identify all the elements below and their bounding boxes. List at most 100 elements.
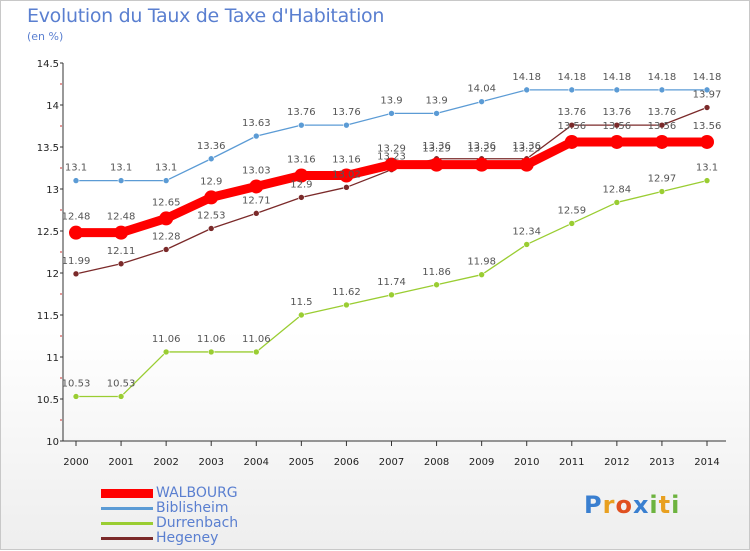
- data-label: 11.99: [62, 256, 91, 267]
- data-label: 11.98: [467, 257, 496, 268]
- x-tick-label: 2011: [559, 457, 584, 468]
- legend-label: WALBOURG: [156, 485, 238, 501]
- axes: [62, 63, 726, 442]
- data-label: 14.18: [693, 72, 722, 83]
- data-label: 11.5: [290, 297, 312, 308]
- data-label: 13.76: [648, 107, 677, 118]
- data-label: 11.74: [377, 277, 406, 288]
- data-point: [568, 121, 576, 129]
- data-point: [613, 199, 621, 206]
- data-point: [117, 393, 125, 400]
- y-tick-label: 13: [46, 185, 59, 196]
- data-point: [523, 86, 531, 94]
- y-tick-label: 14: [46, 101, 59, 112]
- data-label: 12.59: [557, 205, 586, 216]
- legend-swatch-hegeney: [101, 537, 153, 540]
- x-tick-label: 2003: [198, 457, 223, 468]
- data-point: [654, 134, 669, 149]
- data-point: [298, 121, 305, 129]
- data-label: 13.56: [693, 121, 722, 132]
- data-point: [478, 271, 485, 278]
- y-tick-label: 11.5: [37, 311, 59, 322]
- data-point: [343, 184, 350, 191]
- data-point: [613, 86, 621, 94]
- data-label: 13.29: [512, 144, 541, 155]
- data-label: 13.29: [467, 144, 496, 155]
- proxiti-logo: Proxiti: [584, 491, 681, 519]
- data-label: 13.1: [110, 163, 132, 174]
- data-label: 13.76: [557, 107, 586, 118]
- data-label: 14.04: [467, 84, 496, 95]
- y-tick-label: 11: [46, 353, 59, 364]
- data-label: 13.29: [377, 144, 406, 155]
- x-tick-label: 2006: [334, 457, 359, 468]
- data-label: 13.02: [332, 169, 361, 180]
- data-point: [117, 177, 125, 184]
- data-label: 13.97: [693, 90, 722, 101]
- data-label: 13.36: [422, 141, 451, 152]
- data-point: [298, 311, 305, 319]
- data-label: 13.03: [242, 165, 271, 176]
- data-label: 13.23: [377, 152, 406, 163]
- x-tick-label: 2002: [153, 457, 178, 468]
- data-label: 12.11: [107, 246, 136, 257]
- data-point: [523, 241, 531, 248]
- data-label: 13.63: [242, 118, 271, 129]
- data-point: [433, 281, 440, 289]
- data-point: [252, 348, 260, 356]
- data-label: 14.18: [557, 72, 586, 83]
- data-label: 13.9: [380, 95, 402, 106]
- series-points: [69, 86, 714, 400]
- data-label: 11.06: [242, 334, 271, 345]
- data-label: 13.9: [425, 95, 447, 106]
- data-point: [429, 157, 444, 172]
- y-tick-label: 12: [46, 269, 59, 280]
- data-point: [72, 393, 80, 400]
- data-point: [114, 225, 129, 240]
- data-label: 14.18: [512, 72, 541, 83]
- data-point: [339, 168, 354, 183]
- data-point: [343, 121, 350, 129]
- data-label: 12.34: [512, 226, 541, 237]
- data-point: [343, 301, 350, 309]
- data-label: 12.48: [107, 212, 136, 223]
- data-label: 13.16: [287, 155, 316, 166]
- data-label: 13.36: [467, 141, 496, 152]
- data-point: [162, 348, 170, 356]
- data-point: [207, 155, 215, 163]
- data-label: 13.76: [287, 107, 316, 118]
- data-label: 12.97: [648, 174, 677, 185]
- data-label: 14.18: [648, 72, 677, 83]
- x-tick-label: 2013: [649, 457, 674, 468]
- data-label: 13.36: [512, 141, 541, 152]
- data-point: [162, 246, 170, 253]
- x-tick-label: 2014: [694, 457, 719, 468]
- data-point: [384, 157, 399, 172]
- data-point: [207, 348, 215, 356]
- data-label: 12.71: [242, 195, 271, 206]
- y-tick-label: 10: [46, 437, 59, 448]
- data-label: 12.84: [603, 184, 632, 195]
- data-label: 13.76: [332, 107, 361, 118]
- data-point: [568, 86, 576, 94]
- data-point: [568, 220, 576, 227]
- chart-title: Evolution du Taux de Taxe d'Habitation: [27, 5, 385, 27]
- data-label: 13.56: [557, 121, 586, 132]
- data-point: [613, 121, 621, 129]
- data-label: 11.06: [152, 334, 181, 345]
- series-lines: [75, 89, 708, 398]
- x-tick-label: 2009: [469, 457, 494, 468]
- data-point: [478, 98, 485, 105]
- data-label: 10.53: [107, 378, 136, 389]
- data-point: [298, 194, 305, 201]
- data-point: [564, 134, 579, 149]
- x-tick-label: 2012: [604, 457, 629, 468]
- x-tick-label: 2000: [63, 457, 88, 468]
- data-label: 13.1: [65, 163, 87, 174]
- data-label: 13.1: [155, 163, 177, 174]
- data-label: 13.56: [648, 121, 677, 132]
- x-tick-label: 2005: [289, 457, 314, 468]
- data-point: [117, 260, 125, 268]
- x-tick-label: 2007: [379, 457, 404, 468]
